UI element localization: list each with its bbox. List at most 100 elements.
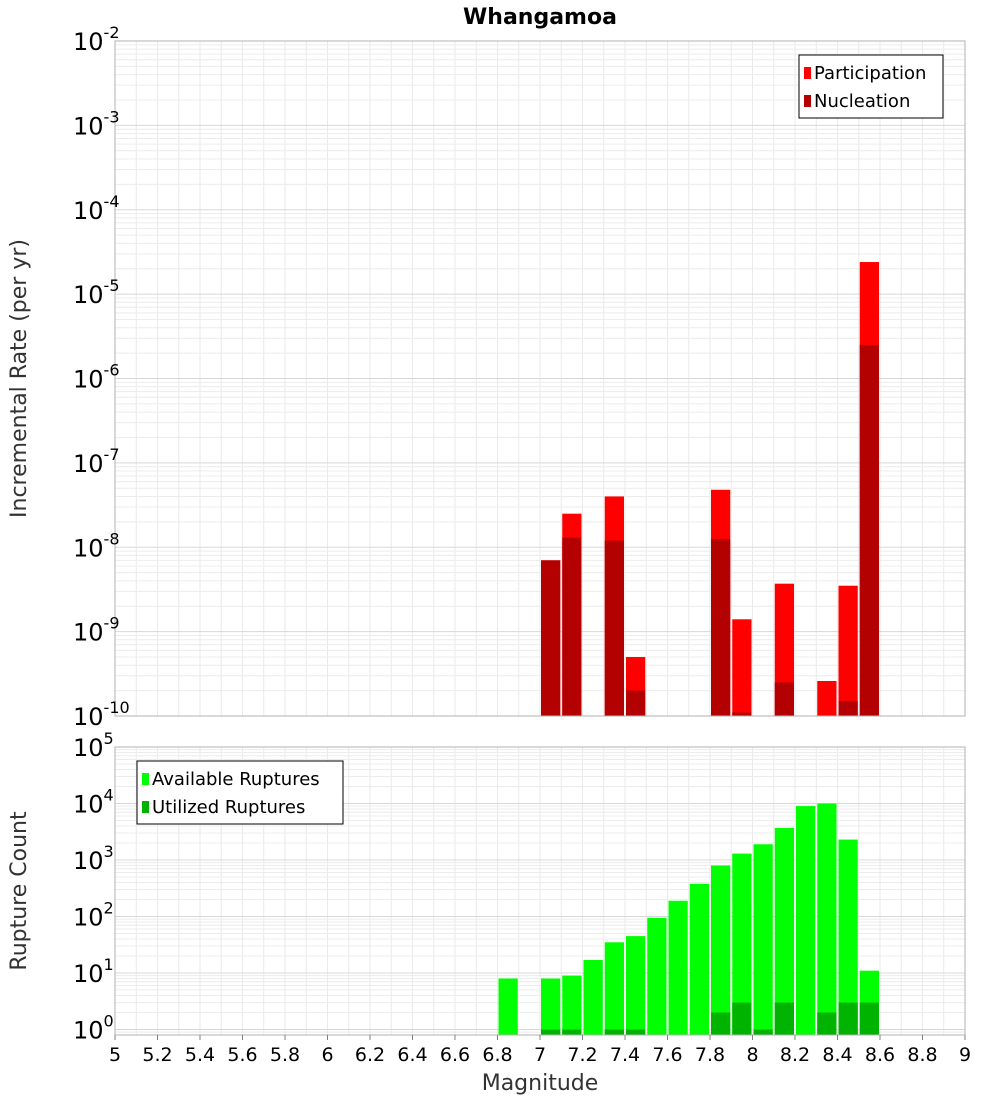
y-tick-label: 10-5 (73, 276, 120, 309)
x-tick-label: 6.6 (440, 1044, 470, 1066)
bar (562, 537, 582, 716)
y-tick-label: 10-8 (73, 529, 120, 562)
legend-swatch (142, 801, 149, 813)
bar (859, 1002, 879, 1035)
x-tick-label: 6.4 (397, 1044, 427, 1066)
bar (583, 959, 603, 1035)
y-tick-label: 100 (73, 1012, 114, 1045)
bar (604, 942, 624, 1035)
x-tick-label: 7.6 (652, 1044, 682, 1066)
y-tick-label: 10-2 (73, 23, 120, 56)
x-tick-label: 7.2 (567, 1044, 597, 1066)
x-tick-label: 5.4 (185, 1044, 215, 1066)
bar (817, 680, 837, 716)
bar (626, 936, 646, 1035)
series-front (541, 1002, 879, 1035)
y-tick-label: 10-6 (73, 361, 120, 394)
y-tick-label: 10-3 (73, 107, 120, 140)
bar (732, 712, 752, 716)
legend-box (798, 54, 944, 119)
bar (711, 1012, 731, 1035)
x-tick-label: 7 (534, 1044, 546, 1066)
panel-2: 100 101 102 103 104 105 Rupture Count 5 5.2 5.4 5.… (7, 729, 971, 1096)
bar (541, 978, 561, 1035)
bar (774, 827, 794, 1035)
series-front (541, 344, 879, 716)
x-tick-label: 6 (321, 1044, 333, 1066)
x-tick-label: 8 (746, 1044, 758, 1066)
y-tick-label: 101 (73, 955, 114, 988)
bar (838, 1002, 858, 1035)
legend-swatch (804, 67, 811, 79)
bar (647, 917, 667, 1035)
x-tick-label: 8.6 (865, 1044, 895, 1066)
bar (498, 978, 518, 1035)
x-tick-label: 7.8 (695, 1044, 725, 1066)
x-axis-label: Magnitude (482, 1071, 599, 1096)
panel-1: 10-10 10-9 10-8 10-7 10-6 10-5 10-4 10-3 10-2 Inc… (7, 5, 966, 731)
series-back (498, 803, 879, 1035)
bar (838, 585, 858, 716)
y-tick-label: 10-4 (73, 192, 120, 225)
bar (604, 540, 624, 716)
x-tick-label: 8.2 (780, 1044, 810, 1066)
bar (817, 803, 837, 1035)
bar (796, 806, 816, 1035)
legend-label: Available Ruptures (152, 769, 320, 790)
legend: Participation Nucleation (798, 54, 944, 119)
y-tick-label: 105 (73, 729, 114, 762)
x-tick-label: 5 (109, 1044, 121, 1066)
bar (711, 539, 731, 716)
x-tick-label: 6.2 (355, 1044, 385, 1066)
bar (859, 344, 879, 716)
bar (541, 560, 561, 716)
plot-frame (114, 40, 966, 717)
chart-title: Whangamoa (463, 5, 617, 30)
bar (838, 701, 858, 716)
y-tick-label: 10-7 (73, 445, 120, 478)
x-tick-label: 5.8 (270, 1044, 300, 1066)
bar (689, 883, 709, 1035)
bar (732, 853, 752, 1035)
bar (711, 865, 731, 1035)
y-tick-label: 10-10 (73, 698, 130, 731)
bar (732, 619, 752, 716)
x-tick-label: 9 (959, 1044, 971, 1066)
bar (774, 1002, 794, 1035)
bar (753, 844, 773, 1035)
x-tick-label: 6.8 (482, 1044, 512, 1066)
bar (562, 975, 582, 1035)
legend-swatch (804, 95, 811, 107)
bar (817, 1012, 837, 1035)
bar (774, 682, 794, 716)
bar (668, 900, 688, 1035)
bar (838, 839, 858, 1035)
x-tick-label: 5.6 (227, 1044, 257, 1066)
grid (114, 41, 966, 717)
x-tick-label: 8.8 (907, 1044, 937, 1066)
x-tick-label: 8.4 (822, 1044, 852, 1066)
legend-box (136, 760, 344, 825)
bar (732, 1002, 752, 1035)
legend-label: Participation (814, 63, 926, 84)
y-tick-label: 104 (73, 786, 114, 819)
legend-swatch (142, 773, 149, 785)
y-tick-label: 102 (73, 899, 114, 932)
bar (604, 1029, 624, 1035)
y-tick-label: 103 (73, 842, 114, 875)
legend-label: Nucleation (814, 91, 910, 112)
legend-label: Utilized Ruptures (152, 797, 305, 818)
bar (753, 1029, 773, 1035)
bar (562, 1029, 582, 1035)
y-axis-label: Rupture Count (7, 811, 32, 971)
bar (626, 690, 646, 716)
bar (626, 1029, 646, 1035)
bar (541, 1029, 561, 1035)
y-axis-label: Incremental Rate (per yr) (7, 239, 32, 518)
legend: Available Ruptures Utilized Ruptures (136, 760, 344, 825)
x-tick-label: 5.2 (142, 1044, 172, 1066)
y-tick-label: 10-9 (73, 614, 120, 647)
x-tick-label: 7.4 (610, 1044, 640, 1066)
